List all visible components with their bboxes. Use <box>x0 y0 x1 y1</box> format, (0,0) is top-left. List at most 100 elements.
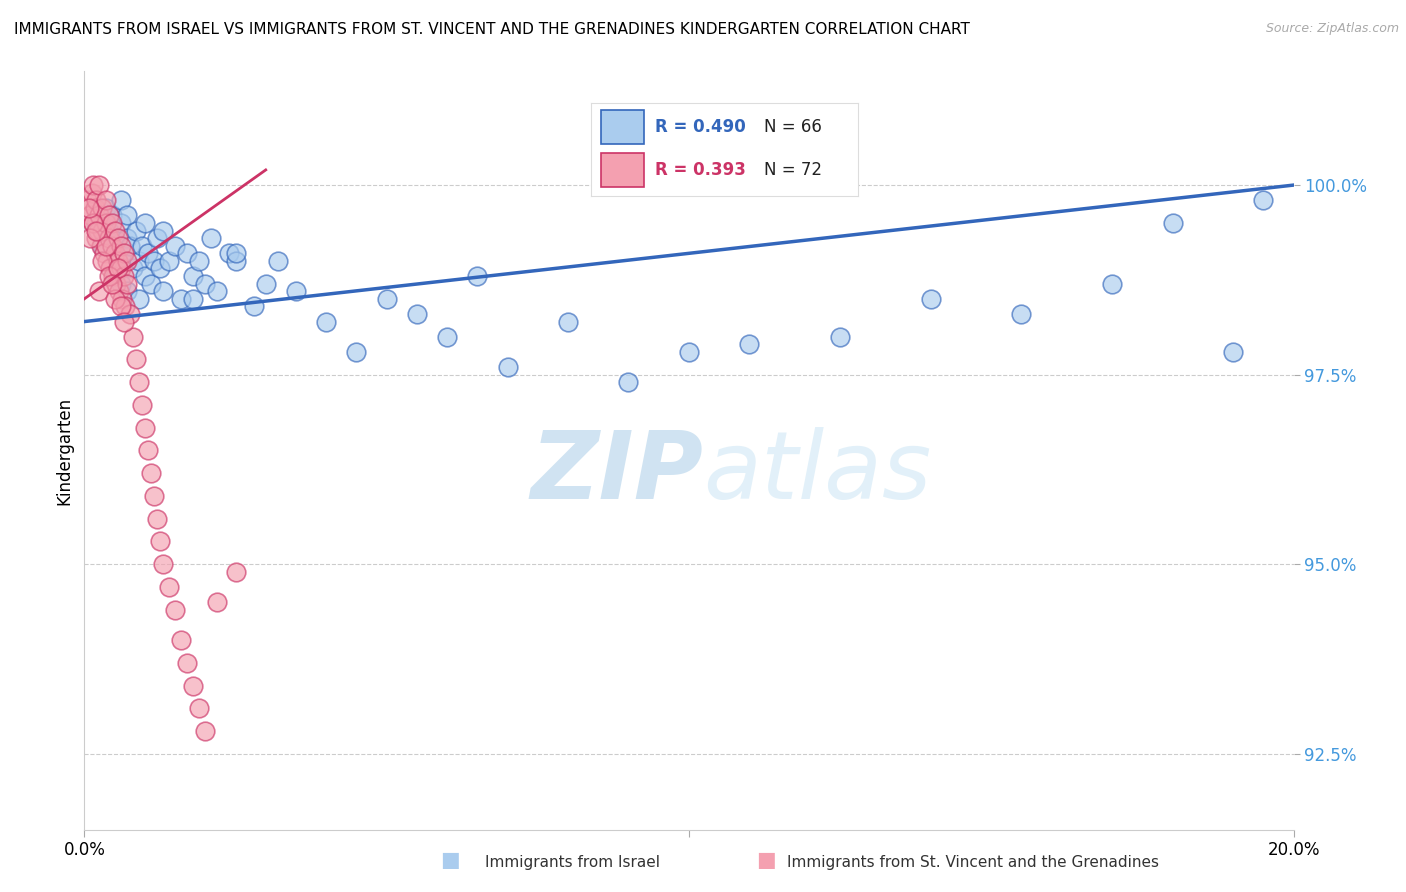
Point <box>100 209 122 223</box>
Point <box>104 231 127 245</box>
Point <box>107 231 129 245</box>
Point <box>207 285 229 299</box>
Point <box>97 209 120 223</box>
Text: atlas: atlas <box>703 427 931 518</box>
Point <box>346 345 368 359</box>
Point <box>134 269 156 284</box>
Point <box>617 375 640 389</box>
Point <box>225 254 247 268</box>
Point <box>79 231 101 245</box>
Point <box>82 178 104 193</box>
Point <box>139 277 162 291</box>
Point <box>176 246 198 260</box>
Point <box>91 224 114 238</box>
Point <box>194 277 217 291</box>
Point <box>112 269 135 284</box>
Point <box>170 633 193 648</box>
Point <box>152 224 174 238</box>
Point <box>121 261 143 276</box>
Point <box>188 701 211 715</box>
Point <box>104 224 127 238</box>
Point <box>104 277 127 291</box>
Point <box>107 254 129 268</box>
Point <box>97 209 120 223</box>
Point <box>107 254 129 268</box>
Point <box>100 277 122 291</box>
Point <box>77 201 100 215</box>
Text: R = 0.393: R = 0.393 <box>655 161 745 179</box>
Text: Immigrants from Israel: Immigrants from Israel <box>485 855 659 870</box>
Point <box>110 261 132 276</box>
Point <box>149 534 172 549</box>
Point <box>436 330 458 344</box>
Point <box>136 246 159 260</box>
Point <box>115 277 138 291</box>
Point <box>149 261 172 276</box>
Text: R = 0.490: R = 0.490 <box>655 118 745 136</box>
Point <box>142 489 165 503</box>
Point <box>103 269 125 284</box>
Point <box>165 602 187 616</box>
Point <box>121 330 143 344</box>
Point <box>104 292 127 306</box>
Text: IMMIGRANTS FROM ISRAEL VS IMMIGRANTS FROM ST. VINCENT AND THE GRENADINES KINDERG: IMMIGRANTS FROM ISRAEL VS IMMIGRANTS FRO… <box>14 22 970 37</box>
Point <box>112 314 135 328</box>
Point <box>267 254 290 268</box>
Point <box>110 277 132 291</box>
Text: ■: ■ <box>440 850 460 870</box>
Point <box>112 246 135 260</box>
Point <box>90 239 112 253</box>
Point <box>315 314 337 328</box>
Point <box>114 300 136 314</box>
Point <box>134 421 156 435</box>
Point <box>406 307 429 321</box>
Point <box>920 292 942 306</box>
Point <box>97 231 120 245</box>
Point <box>1101 277 1123 291</box>
Point <box>146 512 169 526</box>
Point <box>242 300 264 314</box>
Point <box>104 269 127 284</box>
Point <box>115 231 138 245</box>
Point <box>157 254 180 268</box>
Text: ■: ■ <box>756 850 776 870</box>
Point <box>104 246 127 260</box>
Point <box>157 580 180 594</box>
Point <box>194 724 217 739</box>
Point <box>165 239 187 253</box>
Point <box>152 285 174 299</box>
Point <box>496 360 519 375</box>
Point <box>91 201 114 215</box>
Point <box>82 216 104 230</box>
Point <box>128 375 150 389</box>
Point <box>125 224 148 238</box>
Point <box>467 269 489 284</box>
Point <box>97 269 120 284</box>
Point <box>86 194 108 208</box>
Point <box>285 285 308 299</box>
Point <box>225 246 247 260</box>
Point <box>112 246 135 260</box>
Point <box>115 285 138 299</box>
Point <box>111 292 134 306</box>
Point <box>86 216 108 230</box>
Point <box>188 254 211 268</box>
Text: Immigrants from St. Vincent and the Grenadines: Immigrants from St. Vincent and the Gren… <box>787 855 1160 870</box>
Text: N = 66: N = 66 <box>765 118 823 136</box>
Point <box>557 314 579 328</box>
Point <box>738 337 761 351</box>
Point <box>181 292 204 306</box>
Point <box>125 352 148 367</box>
Text: N = 72: N = 72 <box>765 161 823 179</box>
Point <box>170 292 193 306</box>
Y-axis label: Kindergarten: Kindergarten <box>55 396 73 505</box>
Point <box>98 261 121 276</box>
Point <box>139 467 162 481</box>
Point <box>79 209 101 223</box>
Point <box>225 565 247 579</box>
Point <box>118 239 141 253</box>
Text: Source: ZipAtlas.com: Source: ZipAtlas.com <box>1265 22 1399 36</box>
Point <box>91 254 114 268</box>
Point <box>128 292 150 306</box>
Point <box>830 330 852 344</box>
